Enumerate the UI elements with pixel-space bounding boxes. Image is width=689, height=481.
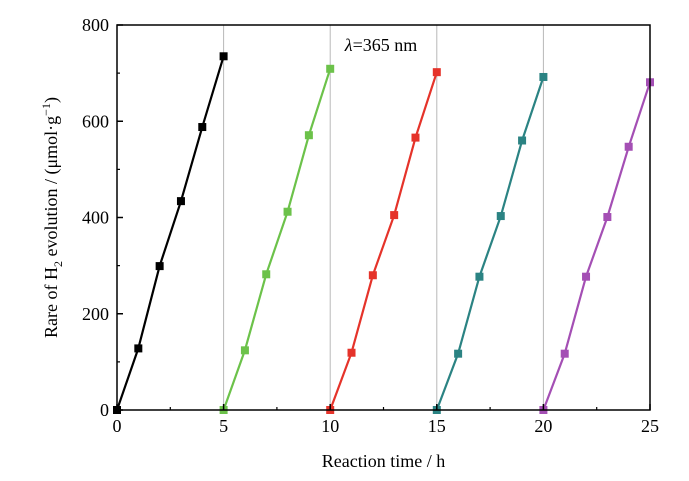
series-line	[329, 71, 438, 411]
series-line	[435, 76, 545, 411]
y-axis-title: Rare of H2 evolution / (μmol·g−1)	[39, 97, 65, 338]
x-tick-label: 0	[113, 416, 122, 436]
x-tick-label: 10	[321, 416, 339, 436]
y-tick-label: 800	[82, 15, 109, 35]
data-point	[603, 213, 612, 222]
x-tick-label: 25	[641, 416, 659, 436]
series-line	[222, 68, 332, 411]
data-point	[198, 123, 207, 132]
data-point	[432, 68, 441, 77]
cycle-dividers	[223, 25, 651, 410]
series-line	[115, 55, 225, 411]
y-tick-label: 600	[82, 111, 109, 131]
x-tick-label: 20	[534, 416, 552, 436]
data-point	[155, 262, 164, 271]
x-tick-label: 15	[428, 416, 446, 436]
data-point	[219, 52, 228, 61]
data-point	[539, 72, 548, 81]
wavelength-annotation: λ=365 nm	[344, 35, 417, 55]
series-2	[219, 64, 335, 414]
data-point	[240, 346, 249, 355]
x-axis-title: Reaction time / h	[322, 451, 445, 471]
data-point	[475, 272, 484, 281]
data-point	[326, 64, 335, 73]
y-axis-ticks: 0 200 400 600 800	[82, 15, 123, 420]
data-point	[411, 133, 420, 142]
series-line	[542, 81, 652, 411]
data-point	[454, 349, 463, 358]
series-3	[326, 68, 441, 414]
data-point	[496, 212, 505, 221]
series-layer	[113, 52, 654, 414]
plot-frame	[116, 24, 651, 411]
y-tick-label: 200	[82, 304, 109, 324]
data-point	[390, 211, 399, 220]
data-point	[262, 270, 271, 279]
data-point	[582, 272, 591, 281]
series-5	[539, 78, 654, 414]
data-point	[176, 197, 185, 206]
data-point	[368, 271, 377, 280]
data-point	[560, 349, 569, 358]
y-tick-label: 400	[82, 208, 109, 228]
x-tick-label: 5	[219, 416, 228, 436]
x-axis-ticks: 0 5 10 15 20 25	[113, 404, 659, 436]
data-point	[283, 207, 292, 216]
data-point	[134, 344, 143, 353]
data-point	[624, 142, 633, 151]
y-tick-label: 0	[100, 400, 109, 420]
data-point	[304, 131, 313, 140]
series-1	[113, 52, 228, 414]
series-4	[432, 72, 548, 414]
data-point	[347, 348, 356, 357]
data-point	[518, 136, 527, 145]
